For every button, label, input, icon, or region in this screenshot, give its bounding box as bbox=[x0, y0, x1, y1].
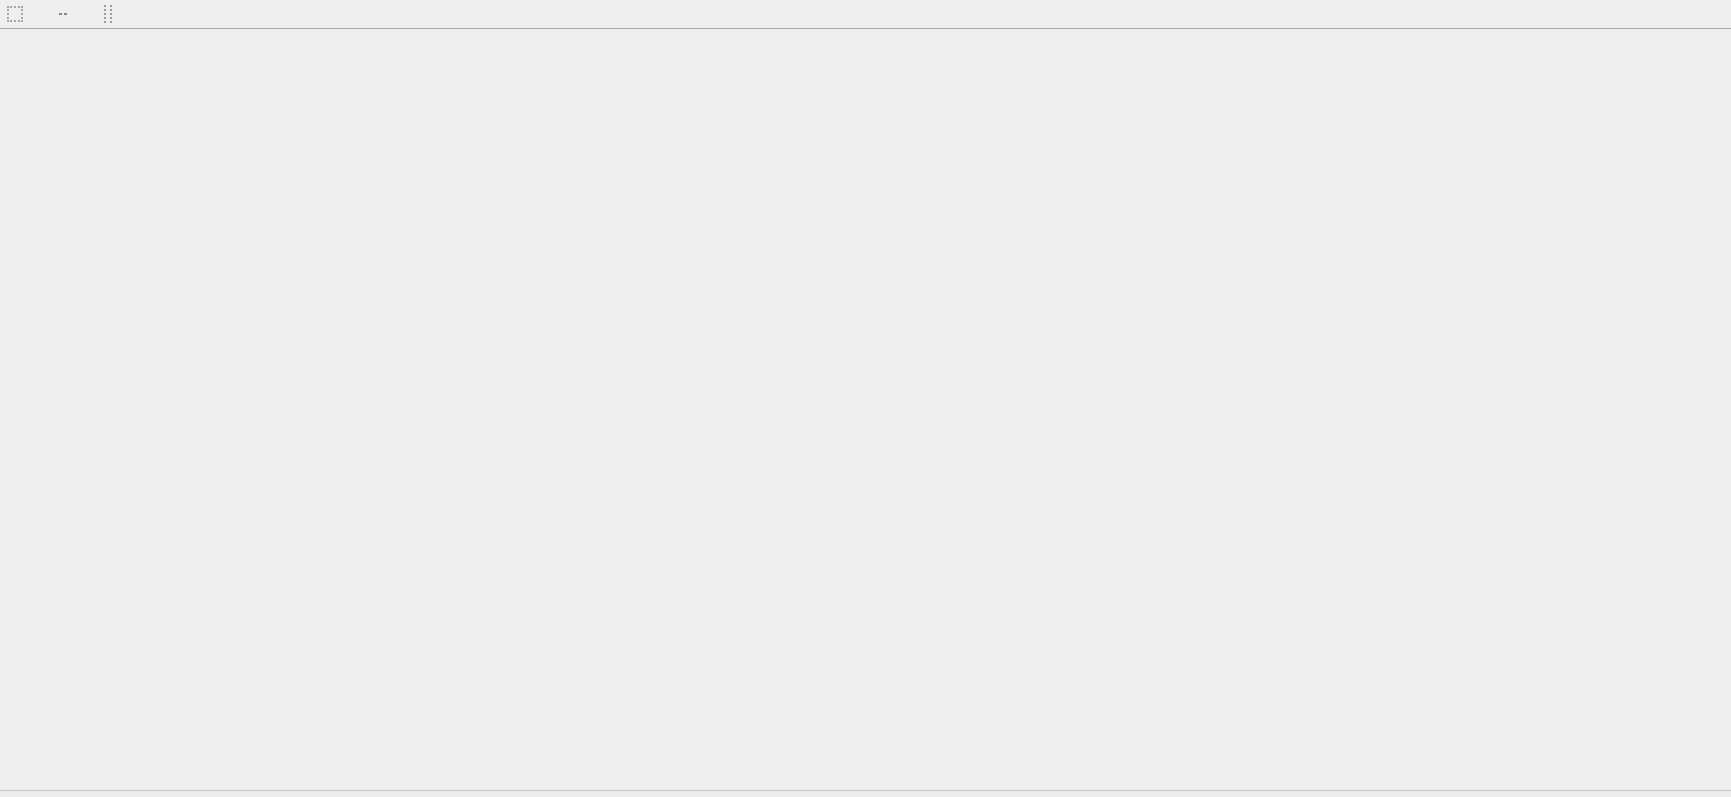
dock-grid bbox=[7, 6, 23, 22]
text-label-icon[interactable] bbox=[52, 3, 74, 25]
chart-window bbox=[0, 29, 1731, 797]
toolbar bbox=[0, 0, 1731, 29]
indicator-arrows-icon[interactable] bbox=[76, 3, 98, 25]
chart-canvas[interactable] bbox=[0, 29, 1731, 797]
chart-title[interactable] bbox=[6, 36, 16, 48]
status-bar bbox=[0, 790, 1731, 797]
toolbar-separator bbox=[104, 5, 112, 23]
dock-handle-f-icon[interactable] bbox=[4, 3, 26, 25]
annotate-text-icon[interactable] bbox=[28, 3, 50, 25]
